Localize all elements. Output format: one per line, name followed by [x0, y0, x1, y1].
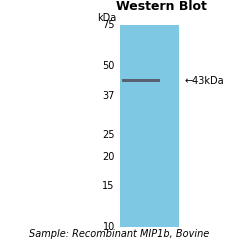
- Text: 75: 75: [102, 20, 115, 30]
- Text: Western Blot: Western Blot: [116, 0, 207, 13]
- Bar: [120, 25, 179, 227]
- Text: 20: 20: [102, 152, 115, 162]
- Text: 10: 10: [103, 222, 115, 232]
- Text: 15: 15: [102, 181, 115, 191]
- Bar: [122, 79, 160, 82]
- Text: 50: 50: [102, 61, 115, 71]
- Text: kDa: kDa: [97, 13, 116, 23]
- Text: ←43kDa: ←43kDa: [184, 76, 224, 86]
- Text: 37: 37: [102, 91, 115, 101]
- Text: 25: 25: [102, 130, 115, 140]
- Text: Sample: Recombinant MIP1b, Bovine: Sample: Recombinant MIP1b, Bovine: [29, 229, 210, 239]
